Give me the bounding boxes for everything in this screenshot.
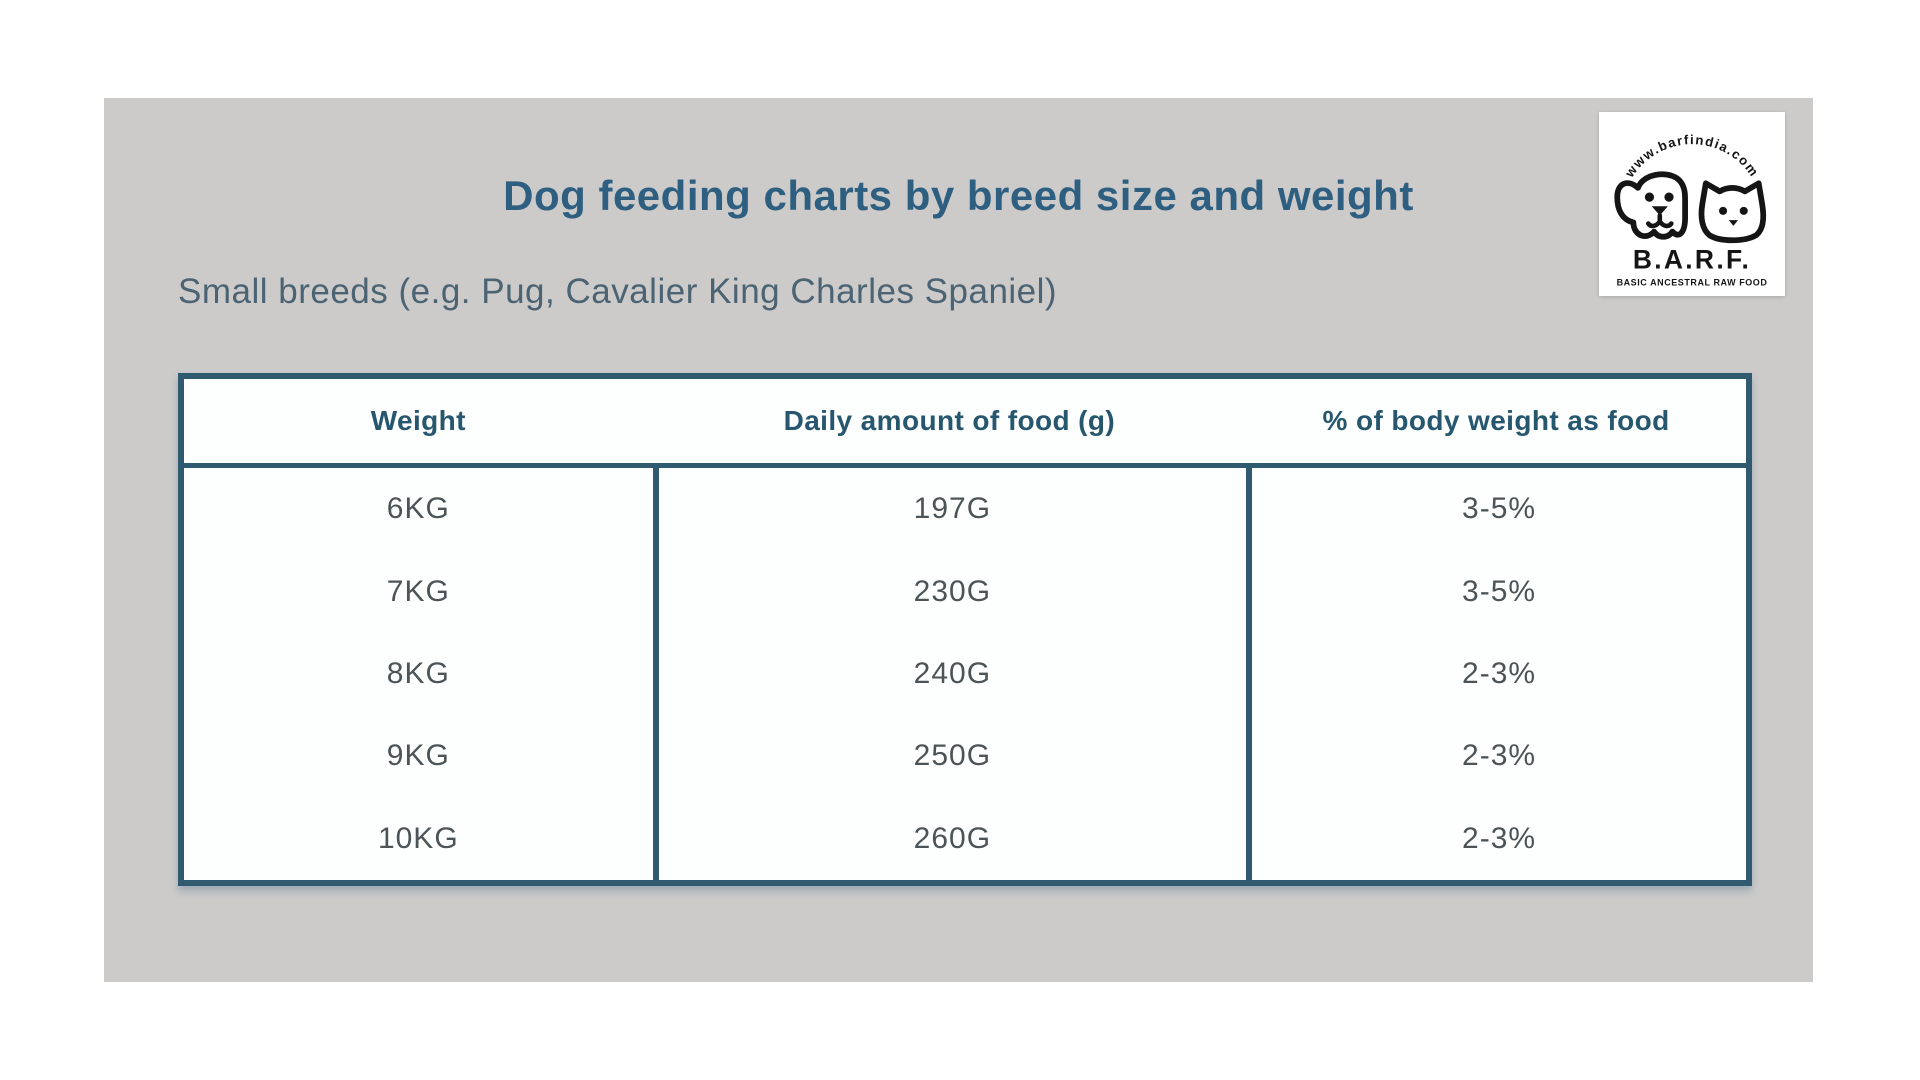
table-body: 6KG 7KG 8KG 9KG 10KG 197G 230G 240G 250G… [184,468,1746,880]
table-cell: 6KG [386,492,450,526]
table-cell: 260G [913,821,992,855]
table-cell: 3-5% [1462,492,1537,526]
table-cell: 230G [913,574,992,608]
logo-tagline: BASIC ANCESTRAL RAW FOOD [1617,278,1768,288]
dog-cat-face-details-icon [1644,192,1748,226]
header-body-weight-percent: % of body weight as food [1322,405,1670,436]
table-cell: 2-3% [1462,657,1537,691]
page-subtitle: Small breeds (e.g. Pug, Cavalier King Ch… [178,272,1058,311]
logo-url-text: www.barfindia.com [1621,132,1762,181]
table-cell: 250G [913,739,992,773]
feeding-table: Weight Daily amount of food (g) % of bod… [178,373,1752,886]
dog-cat-drawing-icon [1614,171,1767,244]
logo-name: B.A.R.F. [1633,244,1751,274]
header-weight: Weight [370,405,466,436]
table-column-weight: 6KG 7KG 8KG 9KG 10KG [184,468,653,880]
table-cell: 2-3% [1462,739,1537,773]
table-header-row: Weight Daily amount of food (g) % of bod… [184,379,1746,468]
table-cell: 197G [913,492,992,526]
table-column-daily-food: 197G 230G 240G 250G 260G [652,468,1247,880]
table-cell: 240G [913,657,992,691]
table-cell: 7KG [386,574,450,608]
table-cell: 10KG [377,821,459,855]
header-daily-food: Daily amount of food (g) [783,405,1116,436]
table-cell: 8KG [386,657,450,691]
barf-logo: www.barfindia.com B.A.R.F. BASIC ANCESTR [1599,112,1785,296]
content-panel: Dog feeding charts by breed size and wei… [104,98,1813,982]
table-column-percent: 3-5% 3-5% 2-3% 2-3% 2-3% [1246,468,1746,880]
dog-cat-logo-icon: www.barfindia.com B.A.R.F. BASIC ANCESTR [1614,132,1768,288]
table-cell: 3-5% [1462,574,1537,608]
page-title: Dog feeding charts by breed size and wei… [503,172,1414,219]
table-cell: 9KG [386,739,450,773]
table-cell: 2-3% [1462,821,1537,855]
